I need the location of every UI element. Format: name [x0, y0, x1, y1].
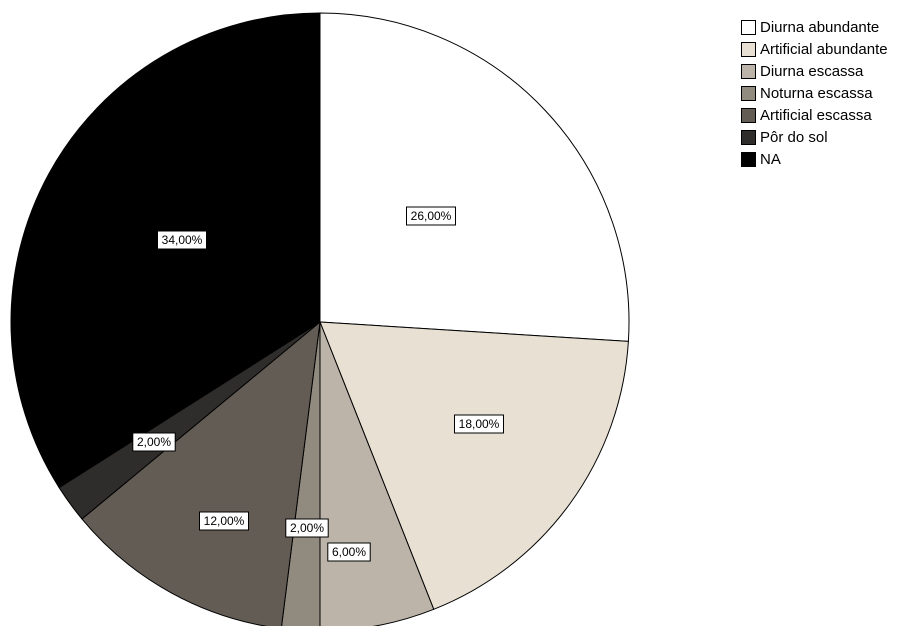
data-label-por-do-sol: 2,00% — [132, 432, 176, 452]
pie-slice-artificial-escassa — [81, 321, 321, 626]
data-label-text: 2,00% — [137, 435, 171, 449]
legend-item-diurna-escassa: Diurna escassa — [741, 60, 888, 82]
legend-label: Artificial abundante — [760, 40, 888, 58]
data-label-text: 18,00% — [459, 417, 500, 431]
legend-swatch — [741, 63, 756, 79]
legend-label: Pôr do sol — [760, 128, 828, 146]
data-label-box — [406, 206, 456, 226]
data-label-diurna-abundante: 26,00% — [406, 206, 456, 226]
data-label-artificial-abundante: 18,00% — [454, 414, 504, 434]
data-label-text: 34,00% — [162, 233, 203, 247]
legend-label: Diurna abundante — [760, 18, 880, 36]
data-label-text: 2,00% — [290, 521, 324, 535]
data-label-box — [327, 542, 371, 562]
data-label-text: 6,00% — [332, 545, 366, 559]
legend-swatch — [741, 129, 756, 145]
legend-item-artificial-abundante: Artificial abundante — [741, 38, 888, 60]
data-label-box — [199, 511, 249, 531]
legend-item-noturna-escassa: Noturna escassa — [741, 82, 888, 104]
legend-label: Artificial escassa — [760, 106, 872, 124]
pie-slice-na — [10, 12, 321, 489]
legend-swatch — [741, 19, 756, 35]
data-label-box — [454, 414, 504, 434]
legend-swatch — [741, 107, 756, 123]
data-label-text: 12,00% — [204, 514, 245, 528]
legend-item-artificial-escassa: Artificial escassa — [741, 104, 888, 126]
legend-label: Diurna escassa — [760, 62, 864, 80]
legend: Diurna abundante Artificial abundante Diur… — [741, 16, 888, 170]
legend-swatch — [741, 151, 756, 167]
legend-label: Noturna escassa — [760, 84, 873, 102]
legend-item-por-do-sol: Pôr do sol — [741, 126, 888, 148]
legend-label: NA — [760, 150, 781, 168]
legend-swatch — [741, 41, 756, 57]
pie-slice-diurna-abundante — [319, 12, 630, 342]
pie-data-labels: 26,00% 18,00% 6,00% 2,00% 12,00% 2,00% 34,00% — [132, 206, 504, 562]
data-label-na: 34,00% — [157, 230, 207, 250]
data-label-box — [132, 432, 176, 452]
data-label-diurna-escassa: 6,00% — [327, 542, 371, 562]
data-label-text: 26,00% — [411, 209, 452, 223]
legend-item-diurna-abundante: Diurna abundante — [741, 16, 888, 38]
legend-item-na: NA — [741, 148, 888, 170]
data-label-box — [157, 230, 207, 250]
pie-slice-artificial-abundante — [319, 321, 629, 610]
data-label-artificial-escassa: 12,00% — [199, 511, 249, 531]
data-label-box — [285, 518, 329, 538]
data-label-noturna-escassa: 2,00% — [285, 518, 329, 538]
legend-swatch — [741, 85, 756, 101]
